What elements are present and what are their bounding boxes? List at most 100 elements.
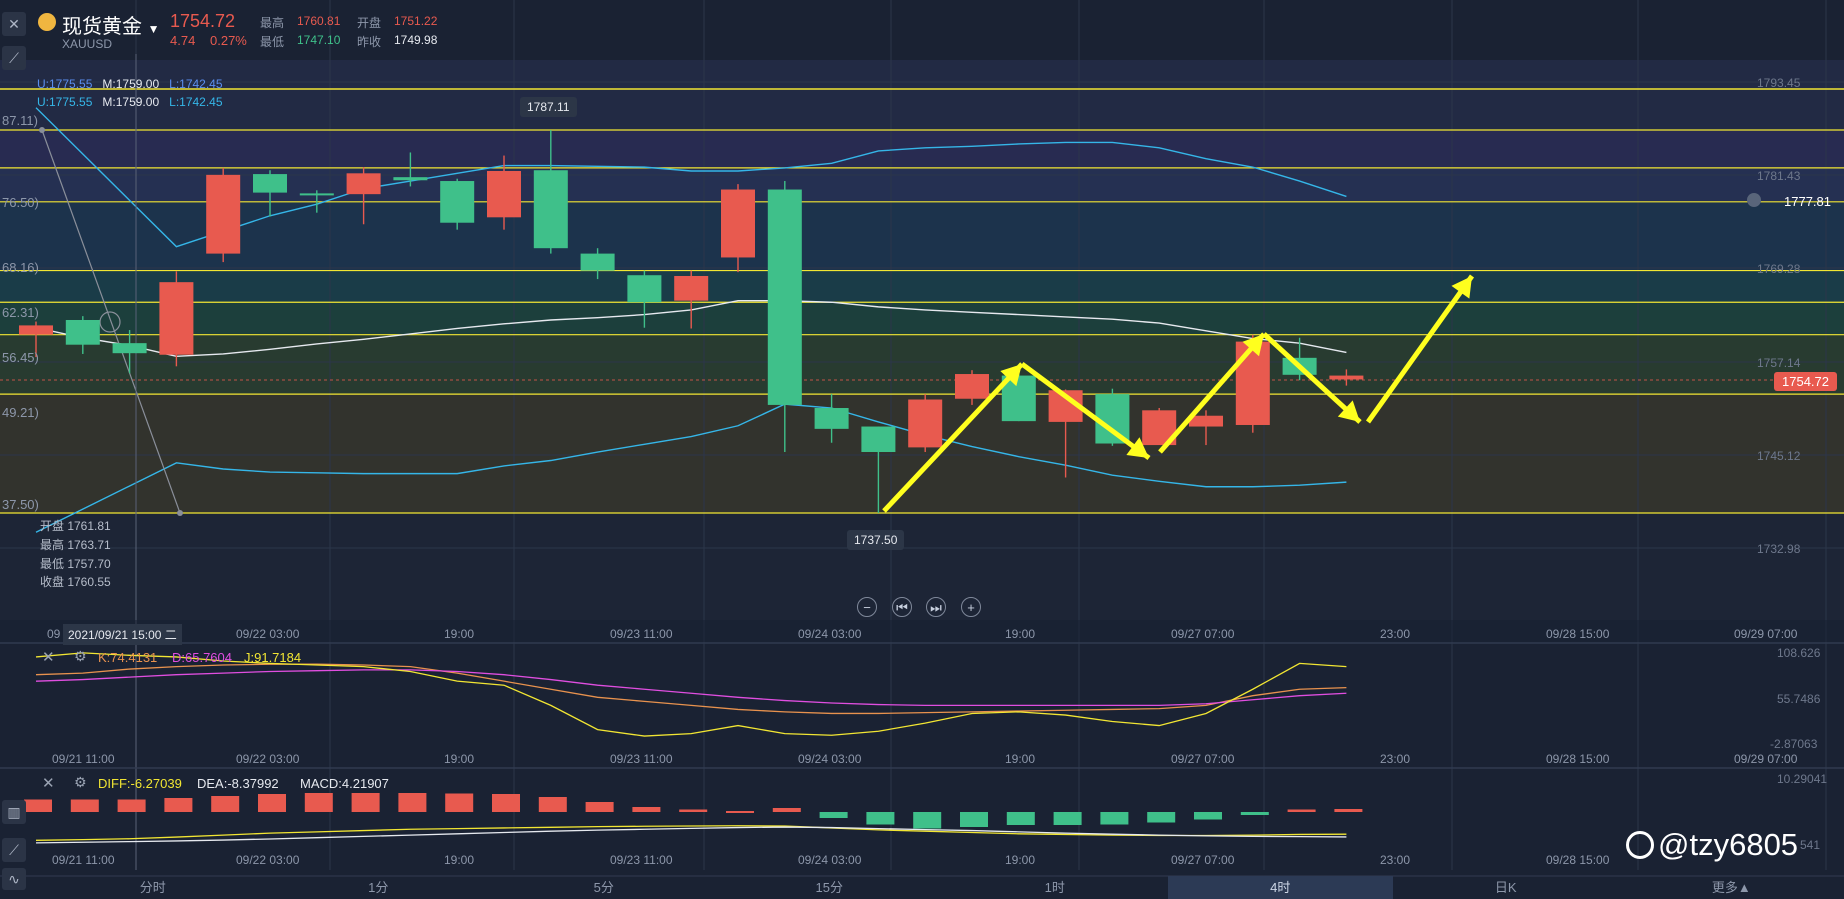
- band: [0, 334, 1844, 395]
- macd-bar: [304, 793, 333, 812]
- crosshair-date-prefix: 09: [47, 627, 61, 641]
- low-value: 1747.10: [297, 33, 341, 47]
- draw-tool-icon[interactable]: ⟋: [2, 46, 26, 70]
- macd-bar: [117, 799, 146, 812]
- tab-15min[interactable]: 15分: [815, 880, 843, 895]
- next-button[interactable]: ⏭: [926, 597, 946, 617]
- chevron-down-icon[interactable]: ▼: [147, 22, 160, 36]
- ohlc-close: 收盘 1760.55: [40, 575, 111, 589]
- macd-bar: [1147, 812, 1176, 823]
- x-axis-label: 09/29 07:00: [1734, 627, 1798, 641]
- tab-daily[interactable]: 日K: [1494, 880, 1517, 895]
- x-axis-label: 09/28 15:00: [1546, 627, 1610, 641]
- current-price-tag: 1754.72: [1774, 372, 1837, 391]
- macd-bar: [1334, 809, 1363, 812]
- boll-upper-line: [35, 107, 1347, 248]
- macd-bar: [585, 802, 614, 812]
- settings-icon[interactable]: ⚙: [74, 774, 87, 790]
- symbol-code: XAUUSD: [62, 37, 113, 51]
- line-tool-icon[interactable]: ⟋: [2, 838, 26, 862]
- x-axis-label: 19:00: [1005, 627, 1036, 641]
- candle-body: [253, 174, 287, 193]
- symbol-title[interactable]: 现货黄金 ▼: [62, 10, 159, 39]
- weibo-logo-icon: [1626, 831, 1654, 859]
- tab-5min[interactable]: 5分: [593, 880, 614, 895]
- current-price: 1754.72: [170, 11, 236, 31]
- macd-bar: [866, 812, 895, 825]
- price-change: 4.74: [170, 33, 196, 48]
- kdj-x-label: 19:00: [1005, 752, 1036, 766]
- macd-x-label: 09/22 03:00: [236, 853, 300, 867]
- high-value: 1760.81: [297, 14, 341, 28]
- high-label: 最高: [260, 16, 285, 30]
- trend-line: [41, 129, 181, 514]
- level-lines: [0, 88, 1844, 514]
- candle-body: [533, 170, 568, 249]
- macd-bar: [1287, 809, 1316, 812]
- zoom-out-button[interactable]: −: [857, 597, 877, 617]
- prev-button[interactable]: ⏮: [892, 597, 912, 617]
- kdj-k-label: K:74.4131: [98, 650, 158, 665]
- tab-more[interactable]: 更多▲: [1711, 880, 1751, 895]
- close-icon[interactable]: ✕: [2, 12, 26, 36]
- tab-4h[interactable]: 4时: [1167, 876, 1393, 899]
- alert-bell-icon[interactable]: [1747, 193, 1761, 207]
- macd-diff-label: DIFF:-6.27039: [98, 776, 182, 791]
- indicator-icon[interactable]: ▥: [2, 800, 26, 824]
- macd-x-label: 09/27 07:00: [1171, 853, 1235, 867]
- kdj-panel: [35, 652, 1347, 737]
- kdj-x-label: 09/24 03:00: [798, 752, 862, 766]
- settings-icon[interactable]: ⚙: [74, 648, 87, 664]
- candle-body: [206, 174, 241, 254]
- macd-bar: [960, 812, 988, 827]
- kdj-j-label: J:91.7184: [244, 650, 302, 665]
- level-bands: [0, 60, 1844, 620]
- close-icon[interactable]: ✕: [42, 775, 55, 792]
- right-axis-label: 1769.28: [1757, 262, 1801, 276]
- kdj-j-line: [35, 652, 1347, 737]
- left-axis-label: 49.21): [2, 405, 39, 420]
- open-label: 开盘: [357, 16, 382, 30]
- candle-body: [908, 399, 943, 448]
- band: [0, 270, 1844, 303]
- macd-bar: [913, 812, 942, 829]
- tab-1min[interactable]: 1分: [368, 880, 389, 895]
- macd-bar: [211, 796, 240, 812]
- macd-bar: [258, 794, 286, 812]
- kdj-x-label: 09/29 07:00: [1734, 752, 1798, 766]
- kdj-axis-label: 55.7486: [1777, 692, 1821, 706]
- kdj-k-line: [35, 663, 1347, 715]
- timeframe-tabs: 分时 1分 5分 15分 1时 4时 日K 更多▲: [40, 876, 1844, 899]
- boll-u: U:1775.55: [37, 77, 93, 91]
- tab-1h[interactable]: 1时: [1044, 880, 1065, 895]
- macd-bar: [1006, 812, 1035, 825]
- macd-x-label: 09/23 11:00: [610, 853, 673, 867]
- boll-m: M:1759.00: [102, 95, 160, 109]
- kdj-x-label: 09/22 03:00: [236, 752, 300, 766]
- macd-bar: [398, 793, 427, 812]
- arrow-head: [1000, 364, 1022, 387]
- x-axis-strip: [0, 620, 1844, 644]
- zoom-in-button[interactable]: +: [961, 597, 981, 617]
- right-axis-label: 1793.45: [1757, 76, 1801, 90]
- macd-x-label: 23:00: [1380, 853, 1411, 867]
- macd-panel: [24, 793, 1363, 844]
- crosshair-date: 2021/09/21 15:00 二: [63, 624, 182, 645]
- candle-body: [627, 275, 662, 303]
- macd-bar: [679, 809, 708, 812]
- kdj-x-label: 09/23 11:00: [610, 752, 673, 766]
- high-marker-tag: 1787.11: [520, 97, 577, 117]
- candles: [19, 130, 1364, 513]
- prev-close-label: 昨收: [357, 35, 382, 49]
- macd-bar: [1053, 812, 1082, 825]
- wave-icon[interactable]: ∿: [2, 868, 26, 890]
- candle-body: [674, 275, 709, 301]
- low-marker-tag: 1737.50: [847, 530, 905, 550]
- arrow-line: [1262, 332, 1362, 424]
- gold-icon: [38, 13, 56, 31]
- ohlc-open: 开盘 1761.81: [40, 519, 111, 533]
- kdj-x-label: 23:00: [1380, 752, 1411, 766]
- tab-timeline[interactable]: 分时: [139, 880, 166, 895]
- close-icon[interactable]: ✕: [42, 649, 55, 666]
